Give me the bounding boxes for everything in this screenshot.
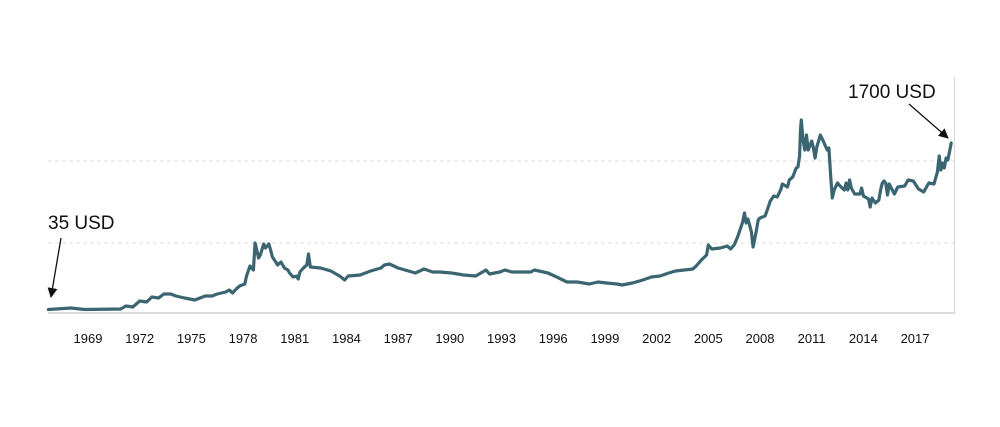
x-tick-label: 1981 (280, 331, 309, 346)
gold-price-line (46, 118, 953, 312)
x-tick-label: 1975 (177, 331, 206, 346)
x-tick-label: 1987 (384, 331, 413, 346)
x-tick-label: 1972 (125, 331, 154, 346)
x-tick-label: 2005 (694, 331, 723, 346)
x-tick-labels: 1969 1972 1975 1978 1981 1984 1987 1990 1993 1996… (74, 331, 930, 346)
x-tick-label: 1978 (229, 331, 258, 346)
x-tick-label: 1990 (435, 331, 464, 346)
x-tick-label: 2014 (849, 331, 878, 346)
x-tick-label: 1999 (590, 331, 619, 346)
annotation-end-label: 1700 USD (848, 82, 936, 103)
annotation-start-label: 35 USD (48, 213, 115, 234)
x-tick-label: 1984 (332, 331, 361, 346)
gridlines (48, 160, 954, 244)
annotation-end-arrow (908, 103, 949, 139)
x-tick-label: 1996 (539, 331, 568, 346)
annotation-start-arrow (47, 237, 62, 298)
x-tick-label: 2002 (642, 331, 671, 346)
x-tick-label: 2017 (901, 331, 930, 346)
x-tick-label: 1969 (74, 331, 103, 346)
x-tick-label: 2008 (746, 331, 775, 346)
x-tick-label: 1993 (487, 331, 516, 346)
x-tick-label: 2011 (798, 331, 826, 346)
